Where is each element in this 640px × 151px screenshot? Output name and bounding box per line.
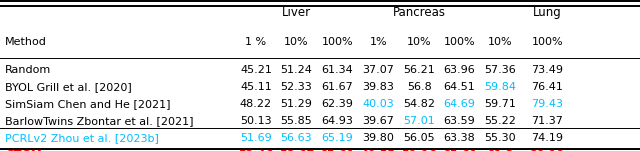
Text: 79.43: 79.43 xyxy=(531,99,563,109)
Text: 65.61: 65.61 xyxy=(442,150,477,151)
Text: 57.01: 57.01 xyxy=(403,116,435,126)
Text: Lung: Lung xyxy=(532,6,561,19)
Text: 40.55: 40.55 xyxy=(361,150,396,151)
Text: 100%: 100% xyxy=(444,37,476,47)
Text: BYOL Grill et al. [2020]: BYOL Grill et al. [2020] xyxy=(5,82,132,92)
Text: 10%: 10% xyxy=(488,37,513,47)
Text: 45.21: 45.21 xyxy=(240,65,272,75)
Text: 40.03: 40.03 xyxy=(362,99,394,109)
Text: 64.93: 64.93 xyxy=(321,116,353,126)
Text: 56.8: 56.8 xyxy=(407,82,431,92)
Text: Liver: Liver xyxy=(282,6,311,19)
Text: 54.82: 54.82 xyxy=(403,99,435,109)
Text: 59.96: 59.96 xyxy=(401,150,437,151)
Text: 57.36: 57.36 xyxy=(484,65,516,75)
Text: 65.61: 65.61 xyxy=(319,150,355,151)
Text: 63.38: 63.38 xyxy=(444,133,476,143)
Text: 61.34: 61.34 xyxy=(321,65,353,75)
Text: 64.51: 64.51 xyxy=(444,82,476,92)
Text: 80.19: 80.19 xyxy=(529,150,565,151)
Text: 55.22: 55.22 xyxy=(484,116,516,126)
Text: 56.21: 56.21 xyxy=(403,65,435,75)
Text: 61.3: 61.3 xyxy=(487,150,514,151)
Text: 52.46: 52.46 xyxy=(238,150,274,151)
Text: Method: Method xyxy=(5,37,47,47)
Text: 51.29: 51.29 xyxy=(280,99,312,109)
Text: 55.30: 55.30 xyxy=(484,133,516,143)
Text: 45.11: 45.11 xyxy=(240,82,272,92)
Text: 65.19: 65.19 xyxy=(321,133,353,143)
Text: SimSiam Chen and He [2021]: SimSiam Chen and He [2021] xyxy=(5,99,171,109)
Text: 52.33: 52.33 xyxy=(280,82,312,92)
Text: 39.80: 39.80 xyxy=(362,133,394,143)
Text: 63.59: 63.59 xyxy=(444,116,476,126)
Text: 1%: 1% xyxy=(369,37,387,47)
Text: 100%: 100% xyxy=(531,37,563,47)
Text: 62.39: 62.39 xyxy=(321,99,353,109)
Text: 61.67: 61.67 xyxy=(321,82,353,92)
Text: 10%: 10% xyxy=(407,37,431,47)
Text: 71.37: 71.37 xyxy=(531,116,563,126)
Text: Random: Random xyxy=(5,65,51,75)
Text: 37.07: 37.07 xyxy=(362,65,394,75)
Text: 73.49: 73.49 xyxy=(531,65,563,75)
Text: 1 %: 1 % xyxy=(245,37,267,47)
Text: 76.41: 76.41 xyxy=(531,82,563,92)
Text: 10%: 10% xyxy=(284,37,308,47)
Text: BarlowTwins Zbontar et al. [2021]: BarlowTwins Zbontar et al. [2021] xyxy=(5,116,194,126)
Text: 58.67: 58.67 xyxy=(278,150,314,151)
Text: 63.96: 63.96 xyxy=(444,65,476,75)
Text: 56.63: 56.63 xyxy=(280,133,312,143)
Text: PCRLv2 Zhou et al. [2023b]: PCRLv2 Zhou et al. [2023b] xyxy=(5,133,159,143)
Text: 51.24: 51.24 xyxy=(280,65,312,75)
Text: GTGM: GTGM xyxy=(5,150,42,151)
Text: 48.22: 48.22 xyxy=(240,99,272,109)
Text: 59.84: 59.84 xyxy=(484,82,516,92)
Text: 39.67: 39.67 xyxy=(362,116,394,126)
Text: 51.69: 51.69 xyxy=(240,133,272,143)
Text: 39.83: 39.83 xyxy=(362,82,394,92)
Text: 55.85: 55.85 xyxy=(280,116,312,126)
Text: 74.19: 74.19 xyxy=(531,133,563,143)
Text: 64.69: 64.69 xyxy=(444,99,476,109)
Text: Pancreas: Pancreas xyxy=(392,6,445,19)
Text: 56.05: 56.05 xyxy=(403,133,435,143)
Text: 100%: 100% xyxy=(321,37,353,47)
Text: 59.71: 59.71 xyxy=(484,99,516,109)
Text: 50.13: 50.13 xyxy=(240,116,272,126)
